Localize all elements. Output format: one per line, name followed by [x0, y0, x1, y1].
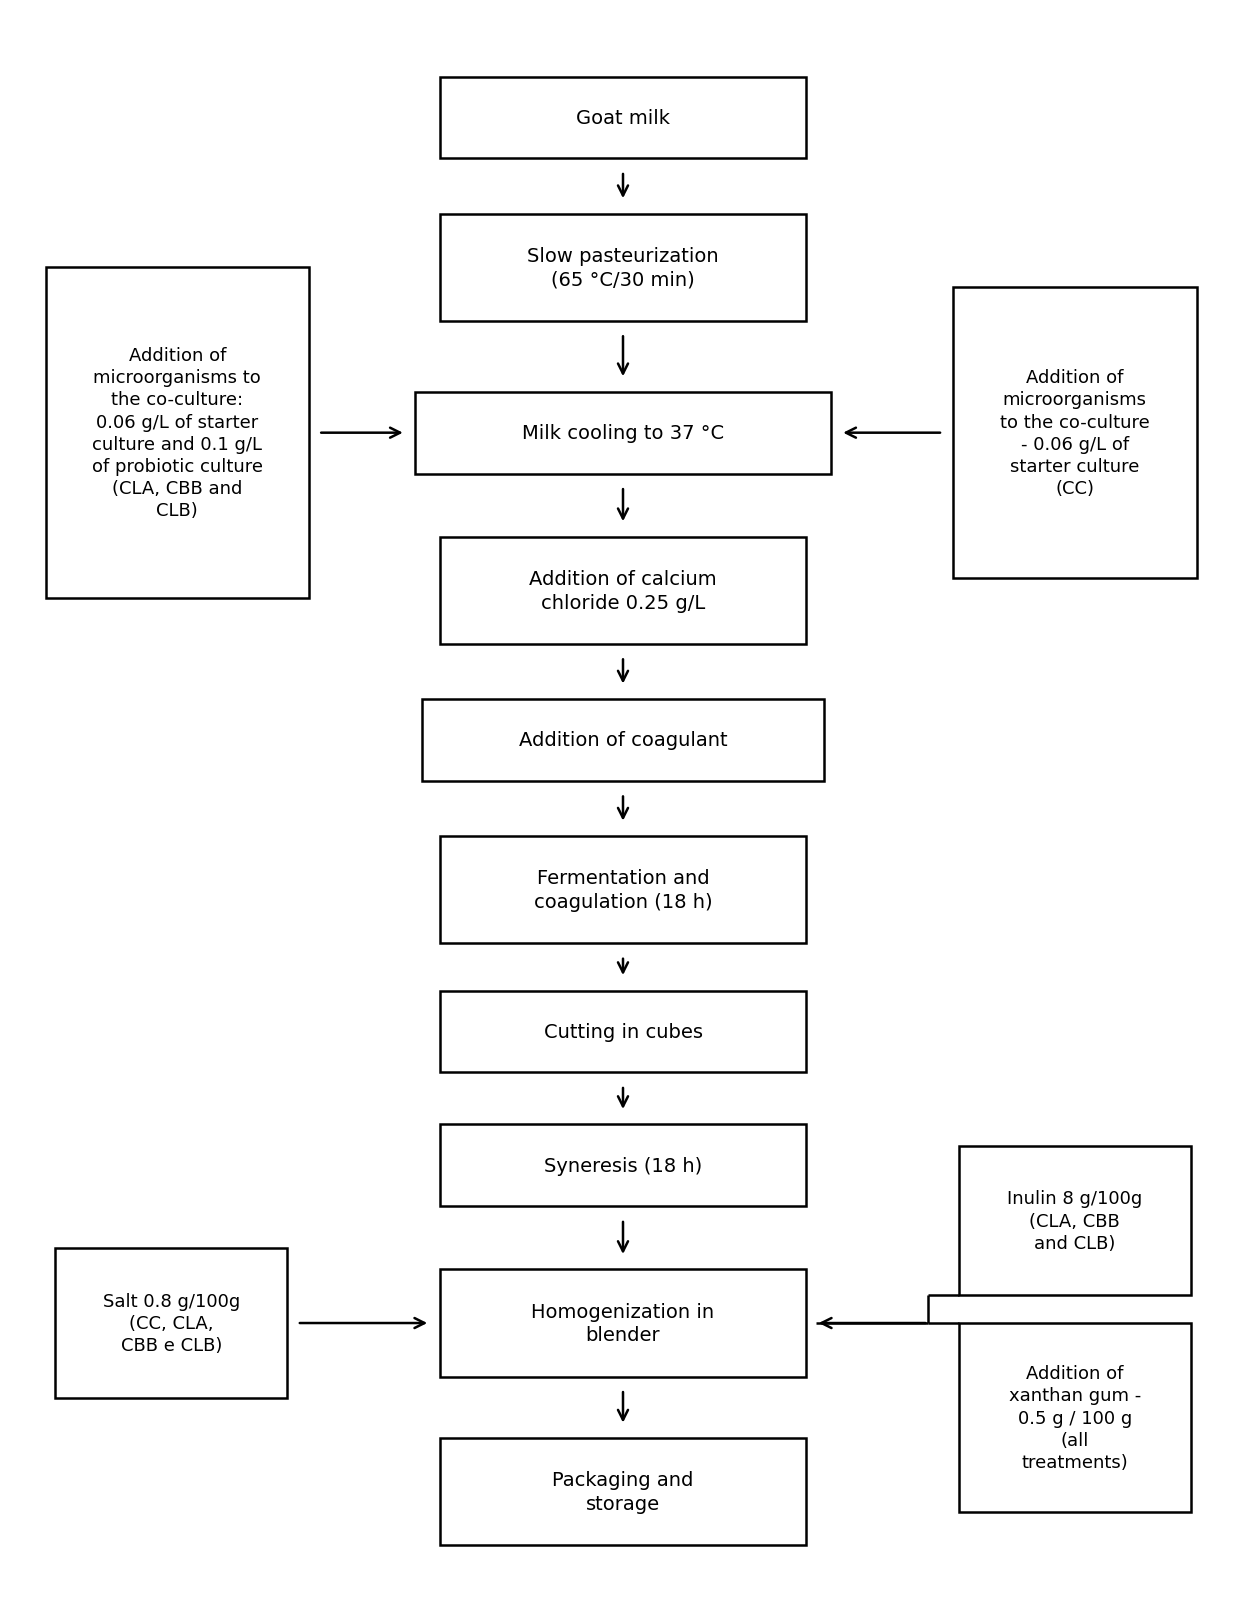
Text: Slow pasteurization
(65 °C/30 min): Slow pasteurization (65 °C/30 min)	[527, 247, 719, 289]
Text: Addition of
xanthan gum -
0.5 g / 100 g
(all
treatments): Addition of xanthan gum - 0.5 g / 100 g …	[1009, 1364, 1141, 1470]
Text: Addition of
microorganisms to
the co-culture:
0.06 g/L of starter
culture and 0.: Addition of microorganisms to the co-cul…	[92, 347, 263, 521]
Text: Milk cooling to 37 °C: Milk cooling to 37 °C	[522, 424, 724, 444]
Bar	[440, 1125, 806, 1207]
Bar	[440, 992, 806, 1073]
Text: Addition of calcium
chloride 0.25 g/L: Addition of calcium chloride 0.25 g/L	[530, 569, 716, 612]
Text: Cutting in cubes: Cutting in cubes	[543, 1022, 703, 1041]
Text: Homogenization in
blender: Homogenization in blender	[532, 1302, 714, 1345]
Text: Fermentation and
coagulation (18 h): Fermentation and coagulation (18 h)	[533, 869, 713, 911]
Text: Addition of
microorganisms
to the co-culture
- 0.06 g/L of
starter culture
(CC): Addition of microorganisms to the co-cul…	[1001, 370, 1150, 498]
Bar	[959, 1323, 1191, 1512]
Bar	[440, 214, 806, 321]
Bar	[440, 837, 806, 943]
Bar	[953, 288, 1197, 579]
Bar	[959, 1146, 1191, 1295]
Bar	[415, 392, 831, 474]
Text: Packaging and
storage: Packaging and storage	[552, 1470, 694, 1512]
Bar	[440, 77, 806, 159]
Bar	[440, 537, 806, 644]
Bar	[55, 1249, 287, 1398]
Bar	[440, 1438, 806, 1546]
Text: Addition of coagulant: Addition of coagulant	[518, 731, 728, 750]
Text: Syneresis (18 h): Syneresis (18 h)	[543, 1155, 703, 1175]
Bar	[440, 1270, 806, 1377]
Text: Salt 0.8 g/100g
(CC, CLA,
CBB e CLB): Salt 0.8 g/100g (CC, CLA, CBB e CLB)	[102, 1292, 239, 1355]
Bar	[421, 699, 825, 781]
Text: Inulin 8 g/100g
(CLA, CBB
and CLB): Inulin 8 g/100g (CLA, CBB and CLB)	[1007, 1189, 1143, 1252]
Text: Goat milk: Goat milk	[576, 109, 670, 129]
Bar	[46, 268, 309, 599]
